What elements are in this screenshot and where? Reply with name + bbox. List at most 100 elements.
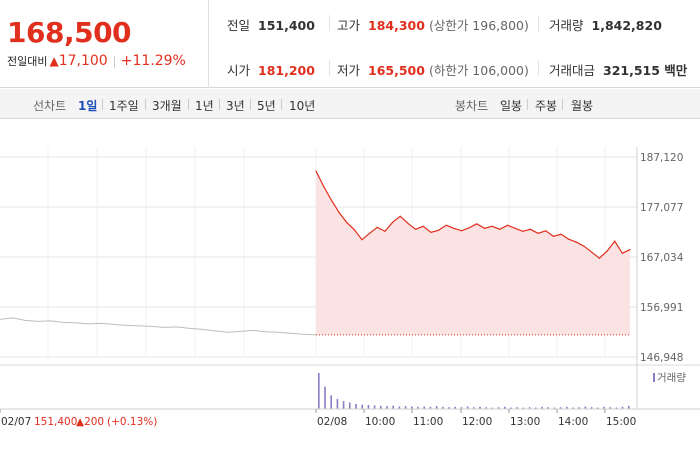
data-point bbox=[614, 240, 616, 242]
x-tick-label: 15:00 bbox=[606, 416, 636, 428]
tab-1day[interactable]: 1일 bbox=[78, 99, 98, 113]
data-point bbox=[560, 233, 562, 235]
volume-bar bbox=[497, 407, 500, 409]
data-point bbox=[514, 227, 516, 229]
volume-bar bbox=[491, 407, 494, 409]
tab-1year[interactable]: 1년 bbox=[195, 99, 214, 113]
volume-bar bbox=[541, 406, 543, 409]
volume-bar bbox=[566, 406, 568, 409]
volume-bar bbox=[330, 395, 332, 409]
data-point bbox=[598, 257, 601, 259]
price-chart: 거래량 187,120 177,077 167,034 156,991 146,948 … bbox=[0, 120, 700, 450]
volume-bar bbox=[584, 406, 587, 409]
tab-divider bbox=[102, 99, 103, 110]
volume-bar bbox=[603, 406, 605, 409]
data-point bbox=[323, 185, 325, 188]
x-tick-label: 10:00 bbox=[365, 416, 395, 428]
data-point bbox=[476, 223, 478, 225]
volume-bar bbox=[504, 406, 506, 409]
divider bbox=[538, 15, 539, 31]
tab-5year[interactable]: 5년 bbox=[257, 99, 276, 113]
series-today-line bbox=[315, 170, 631, 259]
data-point bbox=[369, 232, 371, 234]
y-tick-label: 187,120 bbox=[640, 152, 683, 164]
x-tick-label: 12:00 bbox=[462, 416, 492, 428]
y-tick-label: 156,991 bbox=[640, 302, 683, 314]
tab-divider bbox=[562, 99, 563, 110]
data-point bbox=[453, 227, 455, 229]
y-axis: 187,120 177,077 167,034 156,991 146,948 bbox=[640, 152, 684, 364]
tab-weekly-candle[interactable]: 주봉 bbox=[535, 99, 558, 113]
data-point bbox=[437, 229, 440, 231]
volume-bar bbox=[597, 407, 599, 409]
data-point bbox=[621, 252, 623, 254]
data-point bbox=[315, 170, 317, 172]
volume-bar bbox=[590, 407, 593, 409]
volume-bar bbox=[485, 407, 487, 409]
tab-3year[interactable]: 3년 bbox=[226, 99, 245, 113]
prev-close-label: 전일 bbox=[227, 18, 251, 33]
volume-bar bbox=[398, 406, 401, 409]
tab-3month[interactable]: 3개월 bbox=[152, 99, 182, 113]
volume-bar bbox=[510, 407, 512, 409]
data-point bbox=[591, 251, 593, 253]
volume-bar bbox=[404, 406, 407, 409]
candle-chart-label: 봉차트 bbox=[455, 99, 489, 113]
volume-panel: 거래량 bbox=[0, 364, 700, 409]
amount-cell: 거래대금 321,515 백만 bbox=[549, 60, 687, 79]
data-point bbox=[338, 211, 340, 213]
high-cell: 고가 184,300 (상한가 196,800) bbox=[337, 15, 529, 34]
data-point bbox=[575, 241, 578, 243]
volume-bar bbox=[429, 406, 432, 409]
data-point bbox=[491, 225, 493, 227]
change-divider bbox=[113, 55, 115, 68]
volume-bar bbox=[373, 405, 376, 409]
volume-bar bbox=[528, 407, 531, 409]
volume-legend-label: 거래량 bbox=[657, 372, 686, 384]
divider bbox=[538, 60, 539, 76]
upper-limit: (상한가 196,800) bbox=[428, 18, 529, 33]
data-point bbox=[376, 226, 378, 228]
tab-divider bbox=[250, 99, 251, 110]
prev-close-value: 151,400 bbox=[258, 18, 315, 33]
chart-canvas: 거래량 187,120177,077167,034156,991146,948 … bbox=[0, 147, 700, 428]
open-value: 181,200 bbox=[258, 63, 315, 78]
prev-day-change-label: ▲200 bbox=[76, 416, 104, 428]
y-tick-label: 146,948 bbox=[640, 352, 683, 364]
data-point bbox=[545, 230, 547, 232]
data-point bbox=[568, 238, 570, 240]
volume-bar bbox=[448, 407, 450, 409]
tab-monthly-candle[interactable]: 월봉 bbox=[571, 99, 594, 113]
open-label: 시가 bbox=[227, 63, 251, 78]
x-tick-label: 14:00 bbox=[558, 416, 588, 428]
tab-divider bbox=[527, 99, 528, 110]
volume-bar bbox=[615, 407, 618, 409]
y-tick-label: 167,034 bbox=[640, 252, 684, 264]
change-row: 전일대비 ▲17,100 +11.29% bbox=[7, 53, 186, 69]
tab-10year[interactable]: 10년 bbox=[289, 99, 316, 113]
tab-divider bbox=[219, 99, 220, 110]
volume-bar bbox=[349, 402, 351, 409]
volume-bar bbox=[460, 407, 463, 409]
volume-bar bbox=[336, 398, 339, 409]
divider bbox=[329, 15, 330, 31]
tab-daily-candle[interactable]: 일봉 bbox=[500, 99, 523, 113]
prev-day-percent-label: (+0.13%) bbox=[107, 416, 157, 428]
volume-bar bbox=[535, 407, 537, 409]
prev-close-cell: 전일 151,400 bbox=[227, 15, 315, 34]
volume-bar bbox=[479, 406, 481, 409]
data-point bbox=[468, 227, 470, 229]
volume-bar bbox=[417, 406, 419, 409]
amount-label: 거래대금 bbox=[549, 63, 596, 78]
low-label: 저가 bbox=[337, 63, 361, 78]
data-point bbox=[415, 228, 417, 230]
volume-bar bbox=[318, 373, 320, 409]
data-point bbox=[606, 250, 608, 252]
volume-bar bbox=[473, 407, 475, 409]
volume-bar bbox=[324, 386, 326, 409]
volume-bar bbox=[411, 406, 413, 409]
data-point bbox=[552, 235, 555, 237]
tab-1week[interactable]: 1주일 bbox=[109, 99, 139, 113]
volume-bar bbox=[442, 406, 444, 409]
data-point bbox=[430, 231, 432, 233]
